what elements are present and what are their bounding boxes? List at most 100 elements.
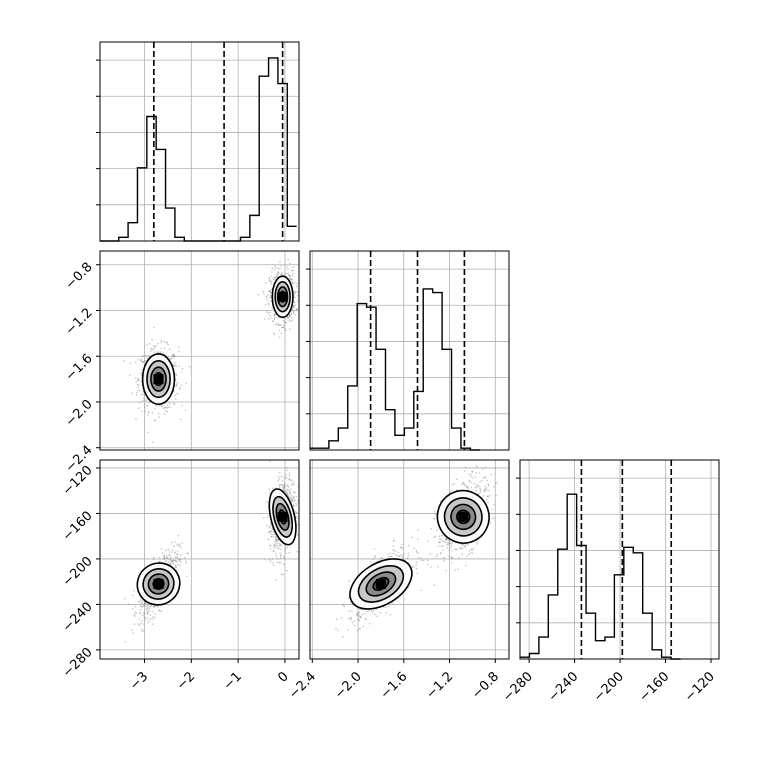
scatter-point [158, 609, 161, 612]
scatter-point [294, 313, 297, 316]
scatter-point [283, 324, 285, 327]
scatter-point [372, 609, 375, 611]
scatter-point [187, 552, 189, 555]
scatter-point [284, 545, 287, 548]
scatter-point [154, 605, 156, 608]
scatter-point [278, 542, 281, 545]
scatter-point [284, 489, 286, 492]
scatter-point [445, 538, 448, 540]
scatter-point [484, 477, 486, 479]
scatter-point [267, 290, 270, 293]
scatter-point [289, 315, 291, 318]
scatter-point [398, 555, 401, 557]
scatter-point [169, 558, 172, 560]
scatter-point [351, 621, 354, 624]
scatter-point [181, 371, 183, 373]
scatter-point [279, 267, 281, 270]
scatter-point [445, 569, 447, 572]
scatter-panel-3-2 [309, 459, 510, 660]
scatter-point [146, 607, 149, 610]
scatter-point [474, 476, 477, 478]
scatter-point [264, 281, 267, 284]
scatter-point [143, 612, 146, 615]
scatter-point [456, 478, 458, 481]
scatter-point [282, 573, 285, 576]
scatter-point [280, 573, 283, 576]
scatter-point [287, 272, 289, 275]
scatter-point [289, 492, 291, 495]
scatter-point [265, 295, 267, 297]
scatter-point [475, 486, 478, 488]
scatter-point [159, 609, 161, 612]
scatter-point [275, 540, 277, 543]
scatter-point [149, 614, 152, 616]
scatter-point [263, 318, 266, 321]
scatter-point [380, 557, 382, 560]
scatter-point [471, 470, 473, 473]
scatter-point [275, 536, 278, 539]
scatter-point [124, 597, 126, 600]
scatter-point [281, 484, 283, 487]
scatter-point [263, 292, 265, 295]
scatter-point [445, 537, 447, 540]
scatter-point [138, 389, 141, 392]
scatter-point [491, 508, 494, 511]
scatter-point [269, 547, 272, 550]
scatter-point [268, 525, 271, 528]
scatter-point [144, 605, 147, 607]
scatter-point [268, 559, 271, 561]
scatter-point [288, 477, 291, 480]
scatter-point [271, 528, 274, 531]
scatter-point [440, 545, 443, 548]
scatter-point [160, 405, 163, 408]
scatter-point [407, 544, 410, 547]
scatter-point [460, 544, 463, 546]
scatter-point [174, 556, 176, 558]
scatter-point [287, 316, 289, 319]
scatter-point [392, 540, 395, 542]
scatter-point [282, 485, 285, 488]
scatter-point [458, 547, 461, 549]
panel-frame [99, 250, 300, 451]
scatter-point [148, 411, 150, 414]
scatter-point [286, 484, 289, 486]
scatter-point [177, 544, 179, 547]
scatter-point [447, 540, 450, 542]
scatter-point [288, 328, 291, 330]
scatter-point [272, 533, 274, 536]
scatter-point [152, 558, 155, 561]
scatter-point [285, 466, 288, 469]
scatter-point [445, 538, 447, 541]
scatter-point [163, 556, 165, 558]
scatter-point [288, 274, 290, 277]
scatter-point [461, 553, 464, 555]
scatter-point [175, 373, 177, 375]
scatter-point [163, 557, 166, 560]
scatter-point [351, 604, 354, 606]
scatter-point [487, 496, 489, 498]
scatter-point [407, 552, 409, 555]
x-tick-label: −120 [682, 669, 718, 705]
scatter-point [281, 326, 283, 329]
scatter-point [280, 543, 282, 546]
scatter-point [291, 312, 293, 315]
scatter-point [143, 605, 145, 607]
scatter-point [280, 273, 283, 276]
scatter-point [150, 347, 152, 350]
scatter-point [178, 544, 181, 547]
scatter-point [275, 276, 278, 279]
scatter-point [282, 486, 284, 489]
scatter-point [350, 616, 353, 619]
scatter-point [184, 409, 187, 412]
scatter-point [287, 488, 289, 491]
scatter-point [148, 619, 151, 621]
scatter-point [276, 539, 278, 541]
scatter-point [468, 480, 470, 483]
scatter-point [358, 615, 361, 617]
scatter-point [435, 513, 437, 516]
scatter-point [142, 361, 145, 363]
scatter-point [140, 393, 143, 395]
scatter-point [273, 314, 276, 317]
scatter-point [448, 542, 450, 545]
scatter-point [280, 554, 283, 557]
